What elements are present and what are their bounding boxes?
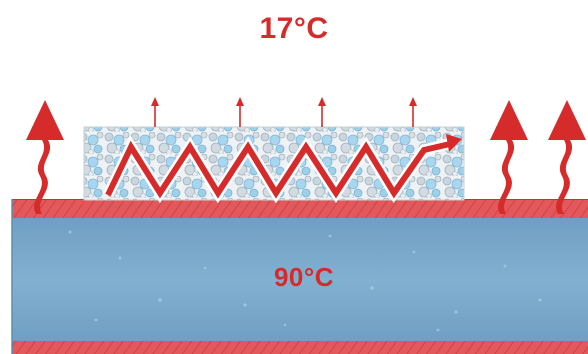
zigzag-heat-path-icon xyxy=(103,134,462,204)
heat-arrow-icon xyxy=(548,100,586,214)
radiation-arrow-icon xyxy=(151,97,417,127)
pipe-wall-top xyxy=(12,199,588,218)
pipe-sparkles xyxy=(68,230,542,332)
heat-arrow-icon xyxy=(490,100,528,214)
pipe-body xyxy=(12,218,588,344)
heat-arrow-icon xyxy=(26,100,64,214)
pipe-temperature-label: 90°C xyxy=(273,262,335,292)
pipe-wall-bottom xyxy=(12,341,588,354)
ambient-temperature-label: 17°C xyxy=(259,12,329,45)
